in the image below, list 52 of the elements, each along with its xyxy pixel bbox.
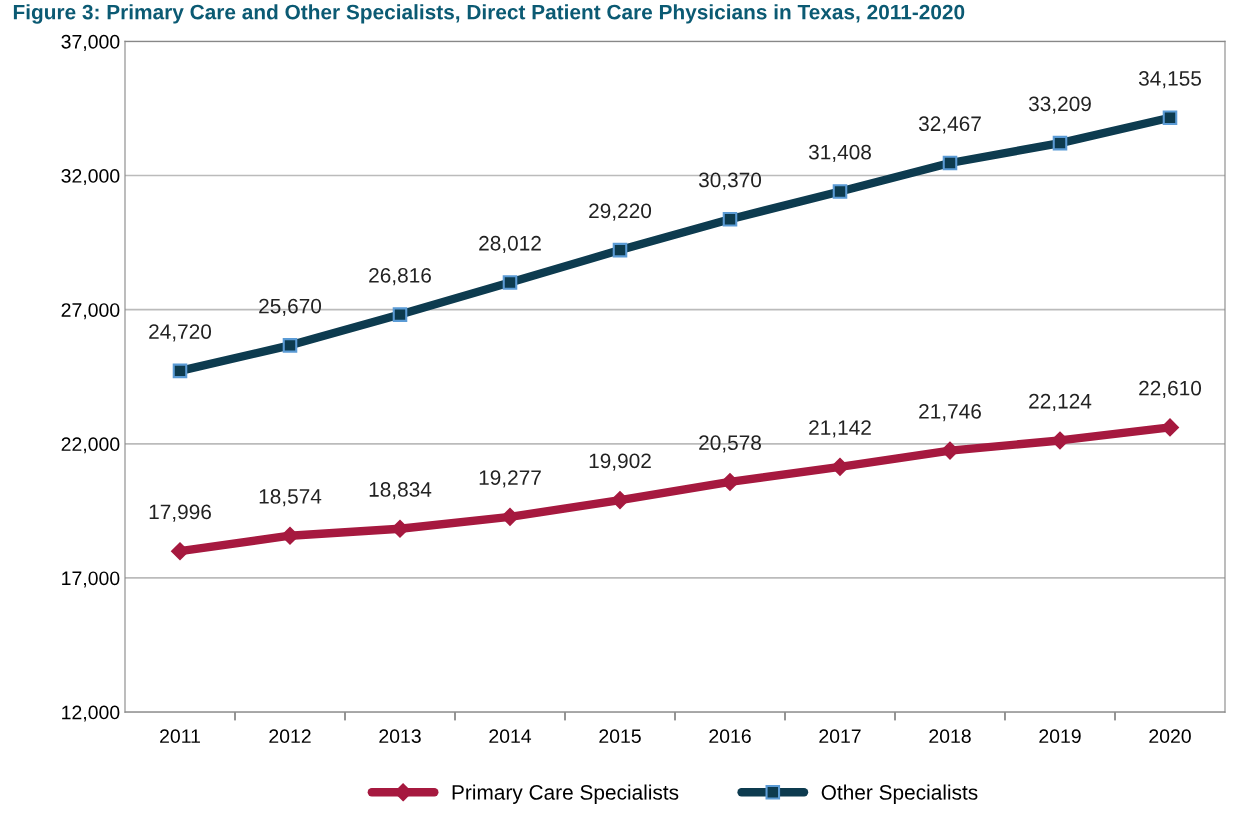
data-label: 19,902: [589, 453, 651, 471]
point: [502, 275, 518, 290]
legend-label: Primary Care Specialists: [452, 784, 679, 804]
data-label: 21,142: [809, 420, 871, 438]
point: [942, 155, 958, 171]
point: [1162, 110, 1178, 126]
data-label: 20,578: [699, 435, 761, 453]
y-tick-label: 37,000: [61, 34, 120, 51]
data-label: 33,209: [1028, 96, 1091, 114]
x-tick-label: 2011: [160, 729, 200, 744]
data-label: 22,124: [1029, 393, 1092, 412]
data-label: 25,670: [259, 298, 322, 316]
y-tick-label: 12,000: [62, 705, 120, 722]
point: [282, 338, 298, 353]
x-tick-label: 2013: [379, 729, 421, 744]
point: [392, 307, 408, 322]
y-tick-label: 32,000: [61, 169, 120, 186]
y-tick-label: 27,000: [61, 303, 120, 320]
point: [612, 242, 628, 258]
point: [721, 473, 739, 491]
point: [1052, 135, 1068, 151]
data-label: 26,816: [369, 267, 431, 286]
y-tick-label: 22,000: [61, 437, 120, 454]
data-label: 31,408: [808, 144, 871, 162]
data-label: 34,155: [1138, 71, 1201, 89]
point: [171, 542, 189, 561]
x-tick-label: 2018: [929, 729, 971, 744]
data-label: 19,277: [479, 470, 541, 488]
data-label: 17,996: [149, 504, 211, 522]
x-tick-label: 2016: [709, 729, 751, 744]
point: [832, 184, 848, 199]
x-tick-label: 2014: [489, 729, 532, 744]
x-tick-label: 2012: [269, 729, 311, 744]
point: [172, 363, 188, 379]
x-tick-label: 2017: [819, 729, 861, 744]
data-label: 18,834: [369, 482, 432, 500]
data-label: 22,610: [1139, 380, 1202, 399]
x-tick-label: 2015: [599, 729, 641, 744]
data-label: 30,370: [698, 172, 762, 190]
point: [722, 211, 738, 227]
y-tick-label: 17,000: [62, 571, 120, 588]
legend-label: Other Specialists: [821, 784, 978, 804]
data-label: 29,220: [589, 203, 652, 221]
chart-title: Figure 3: Primary Care and Other Specialists, Direct Patient Care Physicians in Texas, 2011-2020: [13, 4, 965, 24]
data-label: 18,574: [259, 489, 322, 507]
data-label: 28,012: [479, 235, 541, 254]
x-tick-label: 2020: [1149, 729, 1191, 744]
data-label: 21,746: [919, 403, 981, 422]
data-label: 32,467: [918, 116, 981, 134]
point: [611, 491, 629, 509]
x-tick-label: 2019: [1039, 729, 1081, 744]
data-label: 24,720: [149, 324, 212, 342]
